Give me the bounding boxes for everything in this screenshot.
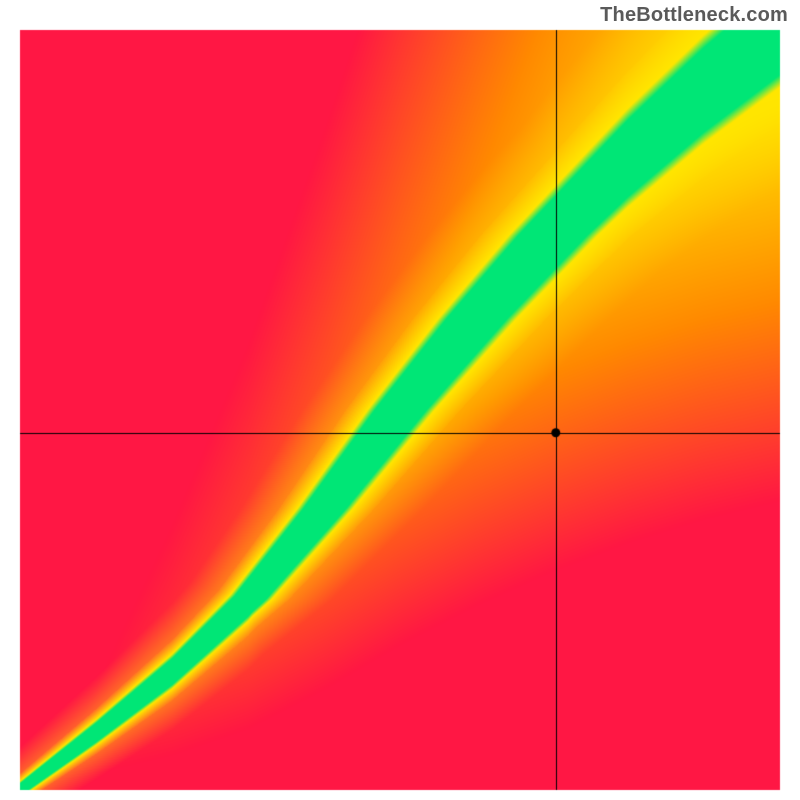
chart-container: TheBottleneck.com	[0, 0, 800, 800]
heatmap-canvas	[0, 0, 800, 800]
